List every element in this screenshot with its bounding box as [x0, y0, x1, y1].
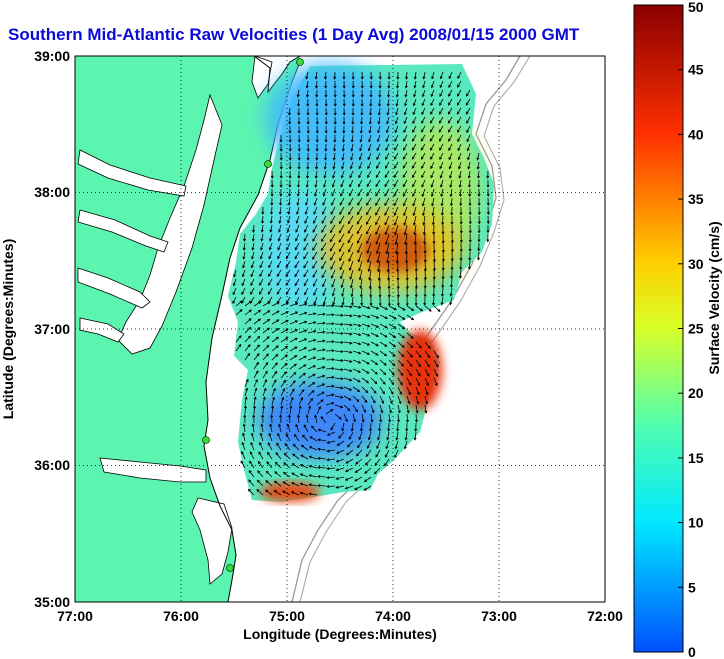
velocity-high-sw: [260, 482, 320, 502]
radar-station-marker: [296, 58, 304, 66]
x-tick-label: 76:00: [163, 608, 199, 624]
pamlico-sound: [191, 497, 233, 585]
river-2: [77, 209, 169, 253]
colorbar-tick-label: 50: [688, 0, 704, 15]
radar-station-marker: [226, 564, 234, 572]
y-tick-label: 36:00: [34, 457, 70, 473]
x-tick-label: 77:00: [57, 608, 93, 624]
delaware-bay: [251, 56, 273, 99]
river-1: [77, 149, 187, 197]
colorbar-tick-label: 30: [688, 256, 704, 272]
x-tick-label: 74:00: [375, 608, 411, 624]
isobath-1: [291, 56, 521, 602]
colorbar-tick-label: 20: [688, 385, 704, 401]
y-tick-label: 37:00: [34, 321, 70, 337]
x-axis-label: Longitude (Degrees:Minutes): [243, 626, 437, 642]
velocity-high-ne: [398, 330, 442, 410]
isobath-2: [299, 56, 531, 602]
y-axis-label: Latitude (Degrees:Minutes): [0, 239, 16, 419]
colorbar-tick-label: 45: [688, 62, 704, 78]
velocity-low-north: [265, 63, 395, 173]
x-tick-label: 73:00: [481, 608, 517, 624]
albemarle-sound: [99, 457, 207, 483]
colorbar-label: Surface Velocity (cm/s): [706, 221, 722, 374]
colorbar-tick-label: 15: [688, 450, 704, 466]
colorbar-gradient: [633, 4, 684, 653]
radar-station-marker: [264, 160, 272, 168]
colorbar: 0 5 10 15 20 25 30 35 40 45 50 Surface V…: [633, 0, 722, 659]
colorbar-tick-label: 40: [688, 126, 704, 142]
velocity-vectors: [232, 71, 490, 496]
colorbar-ticks: [678, 4, 683, 653]
y-tick-label: 39:00: [34, 48, 70, 64]
radar-stations: [202, 58, 304, 572]
colorbar-tick-label: 5: [688, 579, 696, 595]
velocity-field: [228, 63, 494, 502]
axes-frame: [74, 55, 606, 603]
radar-station-marker: [202, 436, 210, 444]
coastline: [203, 56, 301, 602]
colorbar-tick-label: 35: [688, 191, 704, 207]
colorbar-tick-label: 0: [688, 644, 696, 659]
x-tick-label: 72:00: [587, 608, 623, 624]
x-axis-ticks: 77:00 76:00 75:00 74:00 73:00 72:00: [57, 608, 623, 624]
river-4: [79, 317, 125, 343]
x-tick-label: 75:00: [269, 608, 305, 624]
colorbar-tick-label: 10: [688, 515, 704, 531]
y-axis-ticks: 39:00 38:00 37:00 36:00 35:00: [34, 48, 70, 610]
y-tick-label: 35:00: [34, 594, 70, 610]
map-title: Southern Mid-Atlantic Raw Velocities (1 …: [8, 25, 580, 44]
colorbar-tick-label: 25: [688, 321, 704, 337]
river-3: [77, 267, 151, 309]
y-tick-label: 38:00: [34, 184, 70, 200]
grid-lines: [75, 56, 605, 602]
